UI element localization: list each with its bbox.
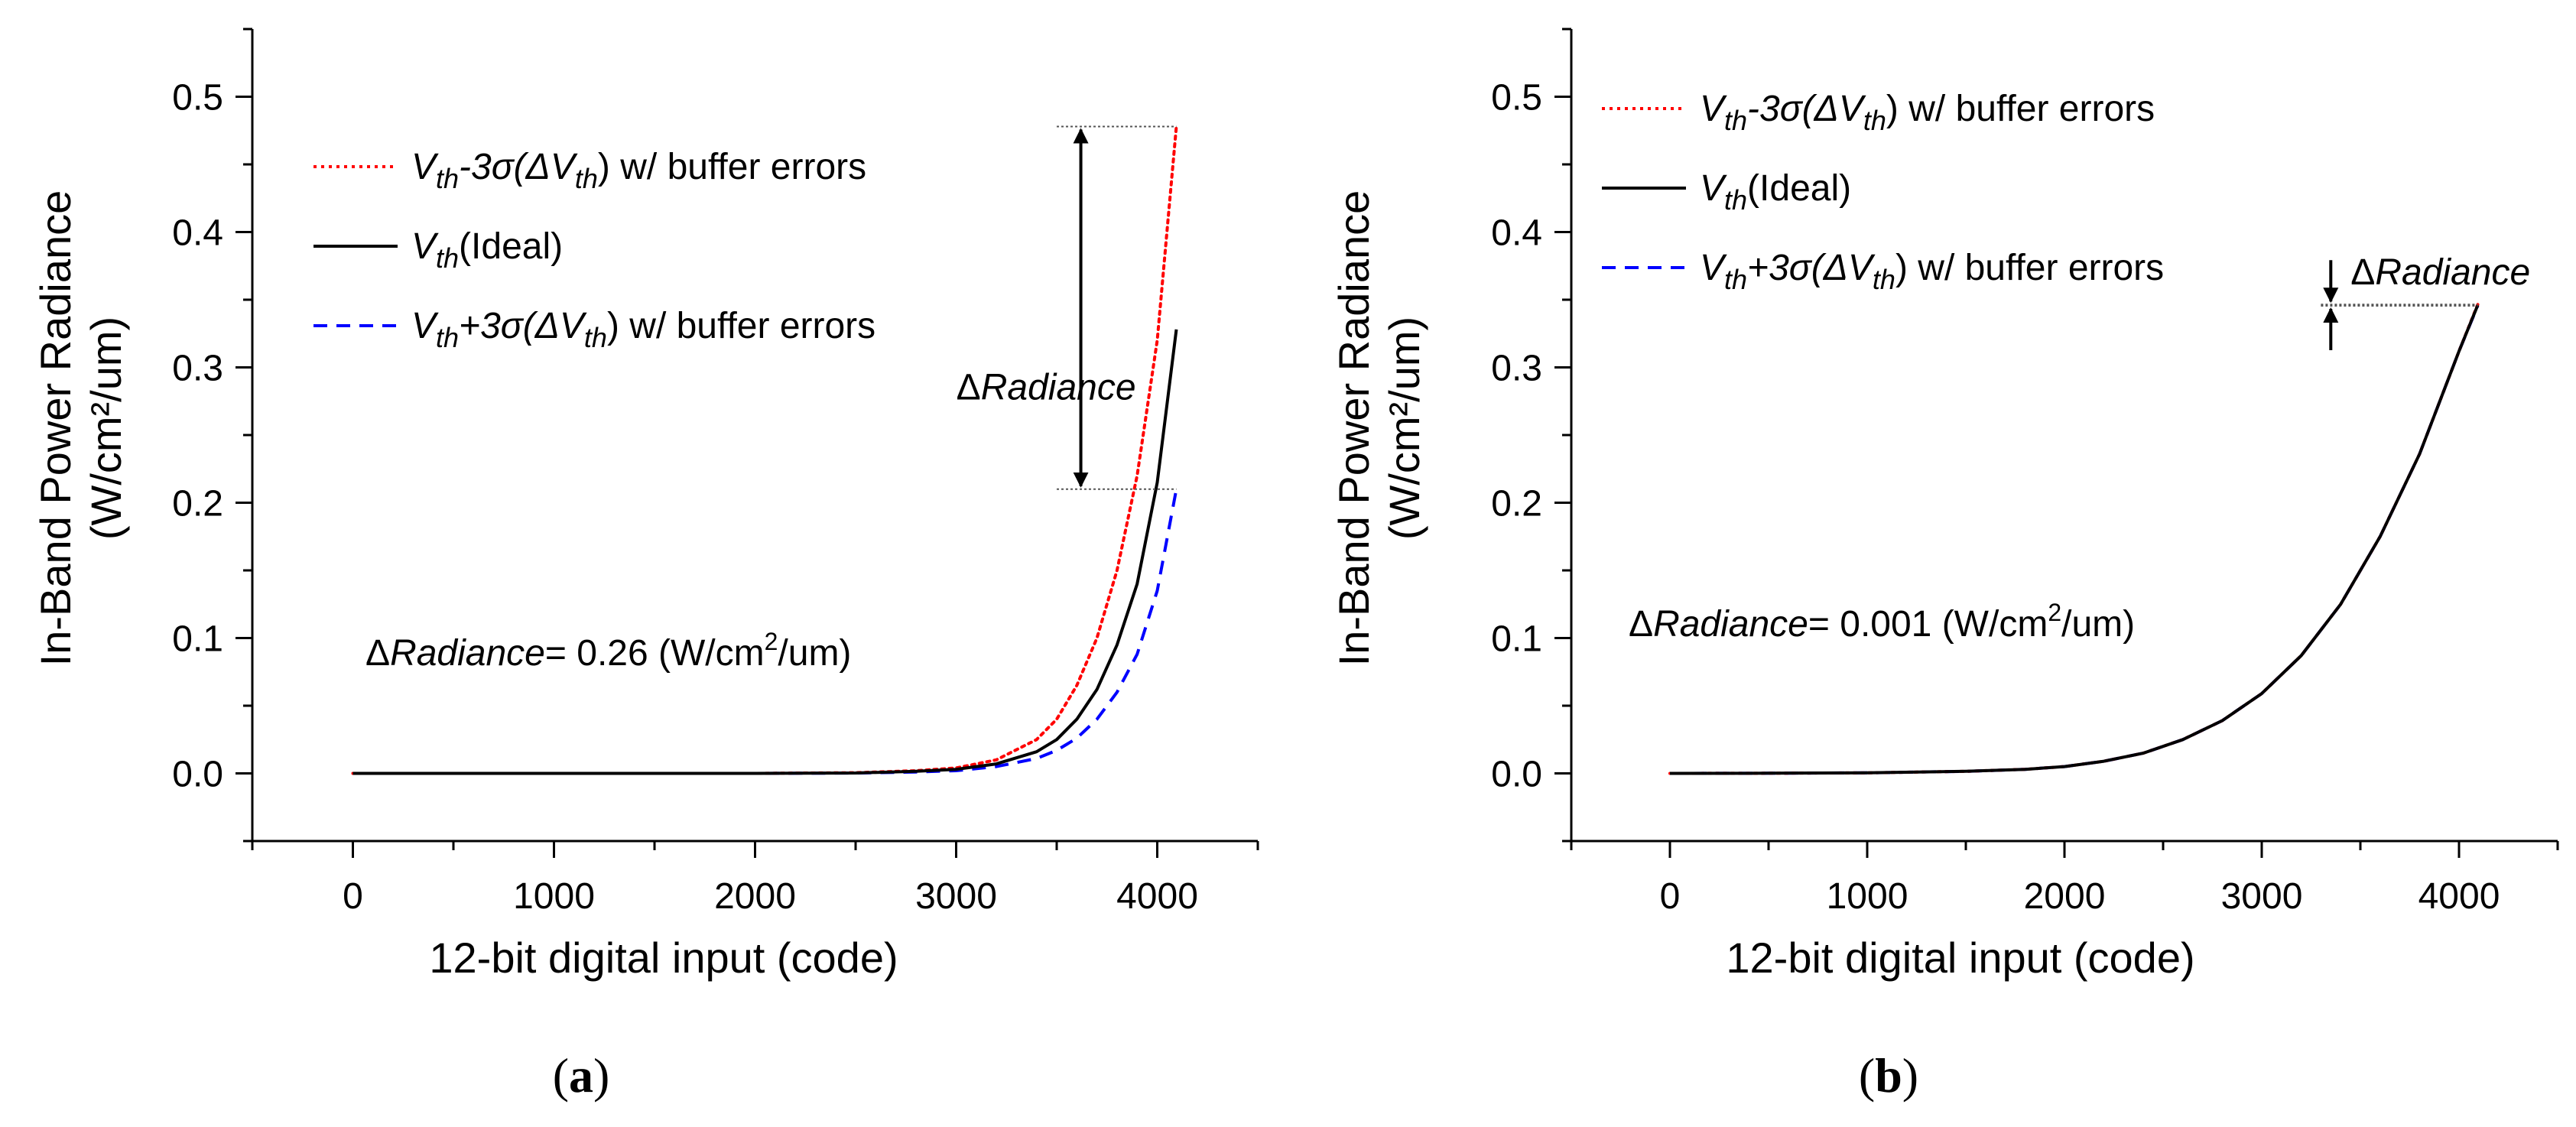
y-tick-label: 0.1 [172,619,223,660]
y-tick-label: 0.4 [1491,213,1542,254]
series-line-ideal [352,329,1178,775]
chart-panel-a: In-Band Power Radiance (W/cm²/um) 12-bit… [31,28,1259,1103]
x-tick-label: 1000 [513,876,595,917]
x-tick-label: 0 [343,876,363,917]
x-tick-label: 0 [1660,876,1681,917]
legend-label: Vth(Ideal) [411,226,563,274]
x-axis-title: 12-bit digital input (code) [429,934,898,982]
axes-layer: 0 1000 2000 3000 4000 0.0 0.1 0.2 0.3 0.4 0.5 [172,28,1259,917]
x-tick-label: 3000 [915,876,997,917]
legend-label: Vth+3σ(ΔVth) w/ buffer errors [1700,248,2164,295]
chart-panel-b: In-Band Power Radiance (W/cm²/um) 12-bit… [1330,28,2559,1103]
x-tick-label: 2000 [714,876,796,917]
y-axis-title-line2: (W/cm²/um) [82,317,130,540]
y-tick-label: 0.4 [172,213,223,254]
series-line-plus [352,489,1178,775]
delta-label: ΔRadiance [957,368,1136,408]
legend-label: Vth(Ideal) [1700,168,1851,216]
series-line-plus [1669,305,2480,775]
delta-radiance-annotation: ΔRadiance= 0.26 (W/cm2/um) [365,628,851,674]
y-tick-label: 0.3 [172,349,223,389]
x-tick-label: 4000 [1116,876,1198,917]
series-line-minus [1668,303,2480,775]
series-layer [1668,303,2480,775]
panel-label: (a) [553,1048,610,1103]
legend: Vth-3σ(ΔVth) w/ buffer errors Vth(Ideal) V… [313,147,875,353]
delta-label: ΔRadiance [2350,252,2530,293]
panel-label: (b) [1859,1048,1918,1103]
y-tick-label: 0.5 [172,78,223,119]
y-tick-label: 0.1 [1491,619,1542,660]
legend-label: Vth-3σ(ΔVth) w/ buffer errors [411,147,866,194]
axes-layer: 0 1000 2000 3000 4000 0.0 0.1 0.2 0.3 0.4 0.5 [1491,28,2559,917]
series-line-minus [351,125,1178,775]
delta-radiance-marker: ΔRadiance [2321,252,2530,350]
x-axis-title: 12-bit digital input (code) [1726,934,2194,982]
y-axis-title-line1: In-Band Power Radiance [1330,190,1378,667]
x-tick-label: 4000 [2418,876,2500,917]
series-line-ideal [1669,304,2480,775]
y-tick-label: 0.0 [1491,755,1542,795]
series-layer [351,125,1178,775]
legend-label: Vth+3σ(ΔVth) w/ buffer errors [411,306,875,353]
y-tick-label: 0.2 [172,484,223,525]
legend: Vth-3σ(ΔVth) w/ buffer errors Vth(Ideal) V… [1602,89,2164,295]
y-axis-title-line2: (W/cm²/um) [1380,317,1428,540]
x-tick-label: 3000 [2221,876,2303,917]
x-tick-label: 1000 [1827,876,1908,917]
y-tick-label: 0.3 [1491,349,1542,389]
legend-label: Vth-3σ(ΔVth) w/ buffer errors [1700,89,2155,136]
x-tick-label: 2000 [2024,876,2106,917]
y-tick-label: 0.5 [1491,78,1542,119]
y-axis-title-line1: In-Band Power Radiance [31,190,80,667]
y-tick-label: 0.2 [1491,484,1542,525]
y-tick-label: 0.0 [172,755,223,795]
delta-radiance-marker: ΔRadiance [957,125,1177,490]
delta-radiance-annotation: ΔRadiance= 0.001 (W/cm2/um) [1629,599,2135,645]
